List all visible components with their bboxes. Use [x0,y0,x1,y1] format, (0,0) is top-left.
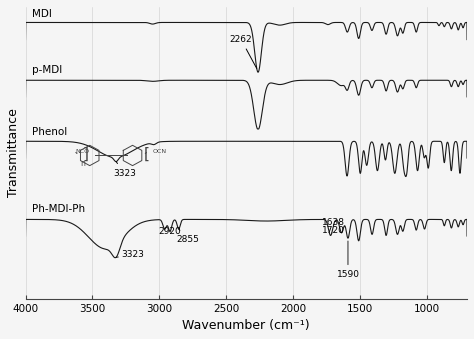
Text: 3323: 3323 [116,251,144,259]
Text: [: [ [144,147,150,162]
Text: OCN: OCN [153,149,167,154]
X-axis label: Wavenumber (cm⁻¹): Wavenumber (cm⁻¹) [182,319,310,332]
Text: 2855: 2855 [176,229,199,244]
Text: MDI: MDI [32,9,52,19]
Text: 1590: 1590 [337,241,359,279]
Text: Ph-MDI-Ph: Ph-MDI-Ph [32,204,85,214]
Y-axis label: Transmittance: Transmittance [7,108,20,197]
Text: n: n [80,159,85,168]
Text: 2920: 2920 [159,227,182,236]
Text: NCO: NCO [75,149,90,154]
Text: 1638: 1638 [322,218,345,233]
Text: 3323: 3323 [113,162,136,178]
Text: p-MDI: p-MDI [32,65,63,75]
Text: 2262: 2262 [229,35,257,68]
Text: ]: ] [82,147,88,162]
Text: 1720: 1720 [322,226,345,235]
Text: Phenol: Phenol [32,127,67,137]
